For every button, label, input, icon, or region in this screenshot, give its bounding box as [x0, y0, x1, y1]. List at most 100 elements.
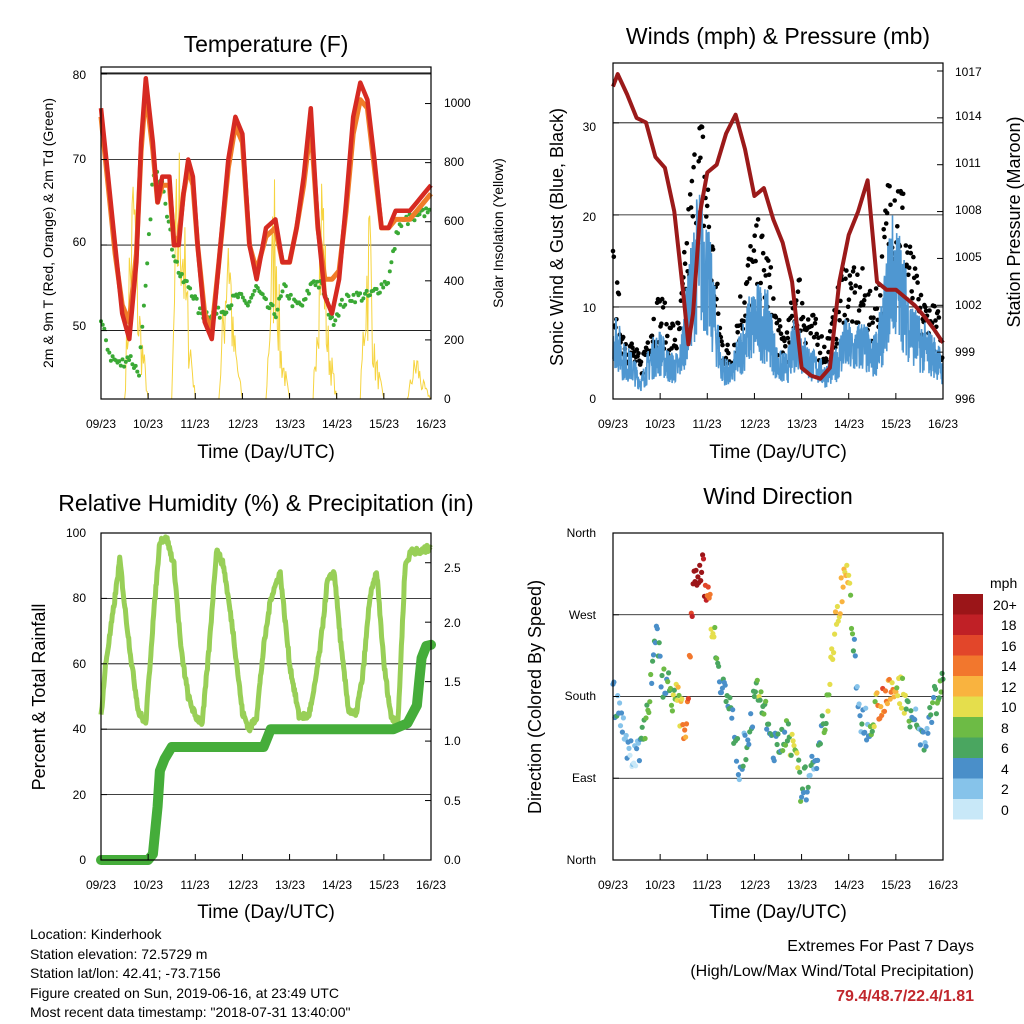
dewpoint-point — [287, 296, 292, 301]
direction-point — [683, 721, 690, 727]
dewpoint-point — [239, 292, 244, 296]
direction-xtick-labels: 09/23 10/23 11/23 12/23 13/23 14/23 15/2… — [598, 878, 958, 892]
gust-point — [908, 250, 914, 256]
direction-point — [658, 684, 664, 690]
gust-point — [805, 317, 811, 322]
temperature-xlabel: Time (Day/UTC) — [197, 442, 335, 463]
precip-ytick-label: 1.5 — [444, 675, 461, 689]
direction-point — [840, 584, 846, 590]
dewpoint-point — [110, 354, 115, 359]
dewpoint-point — [137, 373, 141, 378]
legend-label: 18 — [1001, 617, 1017, 633]
gust-point — [773, 315, 779, 320]
legend-label: 6 — [1001, 740, 1009, 756]
dewpoint-point — [250, 292, 255, 297]
dewpoint-point — [424, 206, 429, 211]
gust-point — [645, 340, 651, 345]
gust-point — [933, 318, 938, 323]
xtick-label: 10/23 — [645, 878, 675, 892]
xtick-label: 09/23 — [86, 417, 116, 431]
legend-swatch — [953, 676, 983, 697]
gust-point — [811, 312, 816, 318]
xtick-label: 11/23 — [180, 417, 209, 431]
dewpoint-point — [171, 254, 176, 259]
dewpoint-point — [196, 311, 201, 316]
gust-point — [884, 210, 890, 216]
direction-gridlines — [613, 614, 943, 779]
recent-timestamp: Most recent data timestamp: "2018-07-31 … — [30, 1004, 351, 1020]
dewpoint-point — [122, 364, 127, 369]
legend-label: 4 — [1001, 761, 1009, 777]
dewpoint-point — [143, 283, 148, 288]
gust-point — [682, 261, 688, 267]
humidity-line — [98, 534, 433, 734]
pressure-ytick-label: 1002 — [955, 298, 982, 312]
dewpoint-point — [288, 292, 293, 297]
dewpoint-point — [216, 305, 221, 310]
direction-point — [712, 624, 718, 631]
xtick-label: 13/23 — [275, 878, 305, 892]
xtick-label: 14/23 — [834, 878, 864, 892]
direction-point — [907, 724, 913, 730]
direction-point — [650, 652, 657, 658]
direction-point — [823, 720, 829, 727]
direction-point — [797, 769, 803, 775]
direction-point — [642, 735, 648, 742]
dewpoint-point — [224, 310, 229, 315]
direction-point — [671, 687, 677, 693]
dewpoint-point — [145, 261, 150, 266]
gust-point — [751, 248, 757, 253]
gust-point — [834, 341, 840, 346]
dewpoint-point — [138, 345, 143, 350]
dewpoint-point — [148, 217, 153, 222]
direction-point — [791, 743, 797, 749]
dewpoint-point — [396, 231, 400, 236]
gust-point — [744, 280, 750, 285]
gust-point — [715, 311, 721, 317]
dewpoint-point — [300, 303, 305, 308]
direction-point — [665, 679, 671, 685]
direction-point — [669, 708, 676, 714]
xtick-label: 12/23 — [740, 878, 770, 892]
dewpoint-point — [361, 296, 366, 301]
gust-point — [664, 321, 669, 327]
pressure-ytick-label: 1017 — [955, 65, 982, 79]
gust-point — [906, 265, 912, 271]
gust-point — [851, 265, 857, 270]
temperature-ticks — [100, 73, 432, 400]
wind-direction-scatter — [610, 552, 946, 804]
gust-point — [935, 309, 941, 314]
station-location: Location: Kinderhook — [30, 926, 162, 942]
direction-point — [856, 701, 862, 707]
direction-point — [734, 736, 741, 742]
gust-point — [915, 280, 920, 285]
dewpoint-point — [105, 347, 110, 352]
gust-point — [882, 234, 887, 240]
gust-point — [691, 164, 696, 170]
direction-point — [689, 613, 695, 620]
dewpoint-point — [188, 286, 193, 291]
dewpoint-point — [275, 307, 280, 312]
xtick-label: 15/23 — [369, 878, 399, 892]
humidity-ytick-label: 100 — [66, 526, 86, 540]
legend-swatch — [953, 614, 983, 635]
direction-point — [872, 699, 878, 705]
gust-point — [704, 214, 709, 219]
direction-point — [805, 784, 811, 790]
direction-point — [832, 609, 839, 615]
direction-ticks — [612, 614, 944, 860]
xtick-label: 16/23 — [928, 417, 958, 431]
direction-point — [646, 709, 652, 716]
winds-left-tick-labels: 0 10 20 30 — [583, 120, 597, 406]
direction-point — [648, 671, 654, 678]
direction-point — [920, 729, 926, 735]
gust-point — [674, 345, 679, 351]
dewpoint-point — [339, 297, 344, 302]
temperature-ytick-label: 60 — [73, 235, 87, 249]
gust-point — [720, 342, 725, 348]
dewpoint-point — [315, 279, 320, 284]
winds-plot-frame — [612, 62, 944, 400]
temperature-plot-frame — [100, 66, 432, 400]
direction-point — [878, 704, 884, 710]
gust-point — [850, 319, 855, 324]
